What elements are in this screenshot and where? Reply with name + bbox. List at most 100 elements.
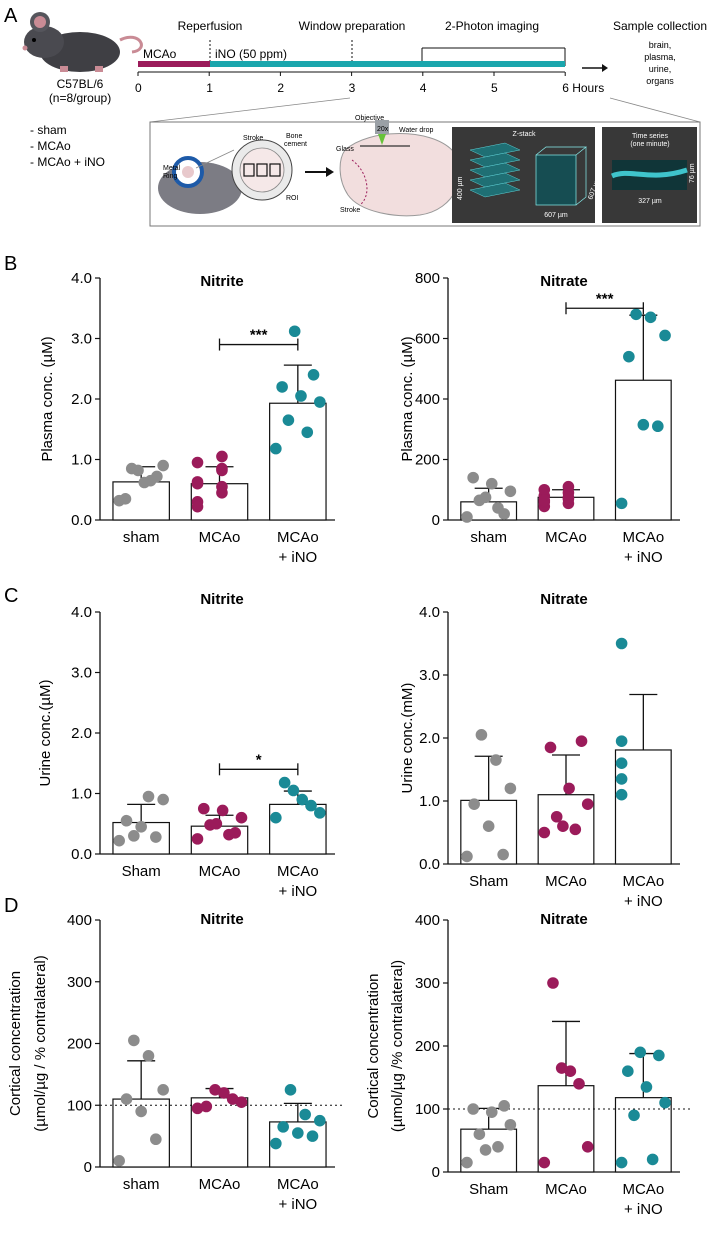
hour-tick-label-0: 0 [135,81,142,95]
ino-label: iNO (50 ppm) [215,47,287,61]
category-label-1: MCAo [545,873,587,890]
data-point-2 [659,1096,671,1109]
category-label-1: MCAo [199,529,241,546]
chart-title: Nitrate [540,273,588,290]
y-axis-label-line1: Cortical concentration [7,971,24,1116]
label-ts76: 76 µm [689,163,696,183]
y-axis-label: Urine conc.(mM) [399,683,416,794]
data-point-2 [634,1046,647,1059]
y-tick-label: 3.0 [419,667,440,684]
y-tick-label: 300 [67,974,92,991]
category-label-2: MCAo [277,529,319,546]
timeseries-image [610,160,688,190]
data-point-0 [475,729,488,741]
chart-title: Nitrite [200,911,243,928]
data-point-2 [270,442,282,455]
zstack-stack-image [469,142,587,206]
mcao-label: MCAo [143,47,177,61]
data-point-2 [295,390,307,402]
category-label-0: sham [470,529,507,546]
significance-label: *** [596,290,614,307]
significance-label: *** [250,327,268,344]
data-point-2 [299,1108,311,1121]
data-point-1 [569,823,582,836]
y-axis-label: Urine conc.(µM) [37,680,54,787]
data-point-1 [191,833,204,845]
y-tick-label: 0 [84,1159,92,1176]
data-point-0 [142,1050,155,1062]
hour-ticks: 0 1 2 3 4 5 6 Hours [135,72,604,95]
data-point-2 [628,1109,640,1122]
data-point-2 [314,807,326,819]
category-label-2: MCAo [622,1181,664,1198]
category-label-0: Sham [469,1181,508,1198]
y-axis-label: Plasma conc. (µM) [39,336,56,461]
data-point-2 [646,1153,659,1166]
chart-C-nitrite: Nitrite 0.0 1.0 2.0 3.0 4.0 Urine conc.(µM) Sha… [37,591,335,900]
group-mcao: - MCAo [30,139,71,153]
data-point-0 [151,470,163,483]
category-label-0: Sham [469,873,508,890]
category-label-2: MCAo [622,529,664,546]
data-point-1 [550,810,563,823]
group-size: (n=8/group) [49,91,111,105]
data-point-2 [615,773,628,785]
data-point-1 [200,1100,213,1113]
data-point-1 [216,450,228,463]
data-point-1 [191,1102,204,1115]
data-point-0 [113,1155,125,1167]
data-point-2 [623,350,635,363]
y-tick-label: 4.0 [419,604,440,621]
data-point-0 [504,782,517,795]
data-point-0 [135,820,147,833]
data-point-2 [306,1130,319,1142]
label-bone-cement-1: Bone [286,133,302,140]
arrow-to-brain [305,167,334,177]
category-label-1: MCAo [545,529,587,546]
data-point-1 [538,483,551,496]
data-point-2 [644,311,657,324]
data-point-1 [235,1096,248,1108]
data-point-0 [119,493,132,505]
data-point-2 [301,426,314,439]
y-tick-label: 600 [415,331,440,348]
data-point-0 [128,830,140,842]
data-point-2 [277,1121,289,1133]
data-point-1 [216,464,228,477]
label-z400: 400 µm [457,176,464,200]
y-tick-label: 1.0 [71,452,92,469]
hour-tick-label-4: 4 [420,81,427,95]
data-point-1 [191,500,204,513]
category-label-0: sham [123,529,160,546]
data-point-2 [288,325,301,338]
data-point-2 [615,637,628,650]
data-point-0 [461,511,473,523]
data-point-1 [229,827,242,839]
data-point-2 [630,308,642,321]
data-point-1 [562,491,575,504]
y-tick-label: 100 [415,1101,440,1118]
data-point-0 [482,820,495,832]
label-z607-a: 607 µm [544,212,568,219]
data-point-0 [157,1084,169,1096]
y-tick-label: 4.0 [71,270,92,287]
y-axis-label: Plasma conc. (µM) [399,336,416,461]
sample-item-organs: organs [646,76,674,86]
mcao-bar [138,61,210,67]
significance-label: * [256,751,262,768]
sample-item-plasma: plasma, [644,52,676,62]
y-tick-label: 400 [415,391,440,408]
head-illustration [158,139,293,214]
data-point-2 [659,329,671,342]
chart-D-nitrite: Nitrite 0 100 200 300 400 Cortical concentrati… [7,911,345,1213]
y-tick-label: 200 [415,1038,440,1055]
data-point-1 [218,1087,230,1099]
data-point-2 [615,1156,628,1169]
data-point-0 [461,850,473,863]
data-point-2 [292,1127,304,1139]
data-point-1 [557,820,569,832]
data-point-1 [210,817,223,830]
data-point-2 [287,784,300,797]
data-point-0 [135,1105,147,1118]
data-point-0 [490,754,502,766]
